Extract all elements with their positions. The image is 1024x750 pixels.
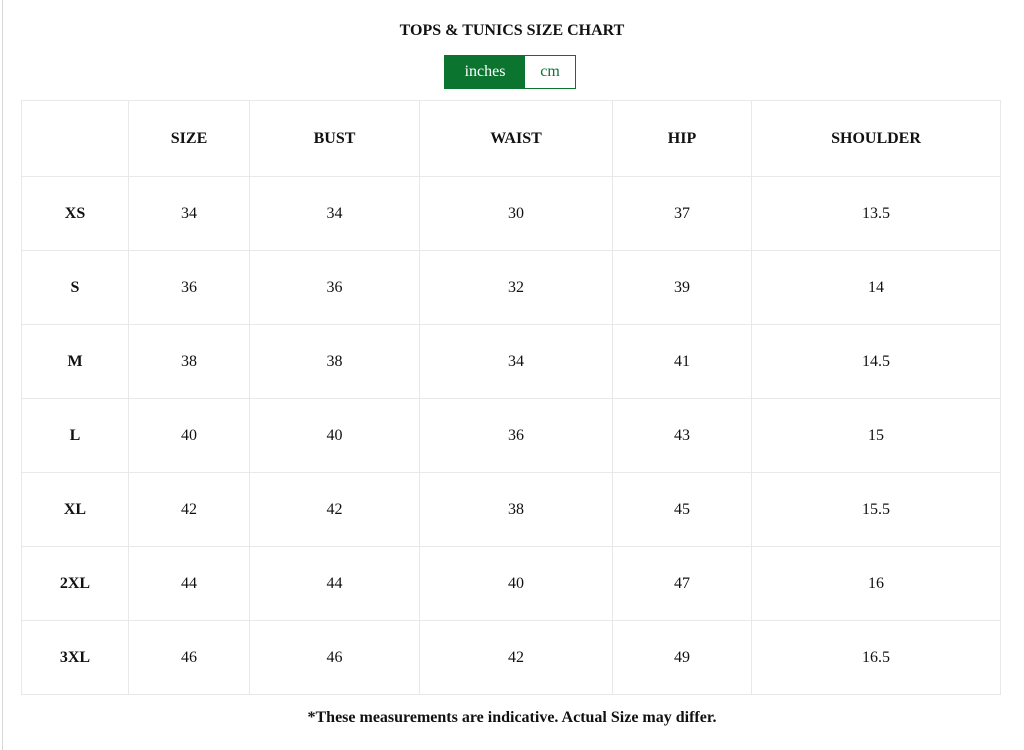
measurement-cell: 16 [751,546,1001,621]
unit-inches-button[interactable]: inches [445,56,525,88]
measurement-cell: 37 [612,176,752,251]
measurement-cell: 45 [612,472,752,547]
unit-cm-button[interactable]: cm [540,63,560,80]
column-header [21,100,129,177]
measurement-cell: 36 [249,250,420,325]
measurement-cell: 14 [751,250,1001,325]
column-header: HIP [612,100,752,177]
measurement-cell: 40 [249,398,420,473]
measurement-cell: 40 [419,546,613,621]
table-row: M 38 38 34 41 14.5 [21,324,1001,399]
size-label-cell: S [21,250,129,325]
measurement-cell: 41 [612,324,752,399]
measurement-cell: 14.5 [751,324,1001,399]
table-row: 2XL 44 44 40 47 16 [21,546,1001,621]
measurement-cell: 46 [128,620,250,695]
measurement-cell: 36 [128,250,250,325]
measurement-cell: 38 [419,472,613,547]
disclaimer-note: *These measurements are indicative. Actu… [307,709,717,726]
measurement-cell: 39 [612,250,752,325]
table-row: L 40 40 36 43 15 [21,398,1001,473]
measurement-cell: 38 [249,324,420,399]
measurement-cell: 34 [249,176,420,251]
size-chart-table: SIZE BUST WAIST HIP SHOULDER XS 34 34 30 37 13.5 S… [21,100,1001,695]
measurement-cell: 32 [419,250,613,325]
size-label-cell: M [21,324,129,399]
page-title: TOPS & TUNICS SIZE CHART [399,22,625,39]
measurement-cell: 43 [612,398,752,473]
column-header: SHOULDER [751,100,1001,177]
column-header: WAIST [419,100,613,177]
measurement-cell: 46 [249,620,420,695]
measurement-cell: 42 [419,620,613,695]
header-row: SIZE BUST WAIST HIP SHOULDER [21,100,1001,177]
table-row: 3XL 46 46 42 49 16.5 [21,620,1001,695]
measurement-cell: 47 [612,546,752,621]
measurement-cell: 40 [128,398,250,473]
measurement-cell: 36 [419,398,613,473]
measurement-cell: 34 [128,176,250,251]
measurement-cell: 16.5 [751,620,1001,695]
measurement-cell: 13.5 [751,176,1001,251]
measurement-cell: 44 [249,546,420,621]
measurement-cell: 34 [419,324,613,399]
unit-toggle[interactable]: inches cm [444,55,576,89]
table-row: XL 42 42 38 45 15.5 [21,472,1001,547]
size-label-cell: 3XL [21,620,129,695]
size-label-cell: XL [21,472,129,547]
left-border [2,0,3,750]
measurement-cell: 15 [751,398,1001,473]
measurement-cell: 49 [612,620,752,695]
measurement-cell: 38 [128,324,250,399]
column-header: BUST [249,100,420,177]
measurement-cell: 42 [249,472,420,547]
measurement-cell: 42 [128,472,250,547]
measurement-cell: 30 [419,176,613,251]
column-header: SIZE [128,100,250,177]
size-label-cell: XS [21,176,129,251]
table-row: XS 34 34 30 37 13.5 [21,176,1001,251]
measurement-cell: 15.5 [751,472,1001,547]
size-label-cell: L [21,398,129,473]
size-label-cell: 2XL [21,546,129,621]
table-row: S 36 36 32 39 14 [21,250,1001,325]
measurement-cell: 44 [128,546,250,621]
